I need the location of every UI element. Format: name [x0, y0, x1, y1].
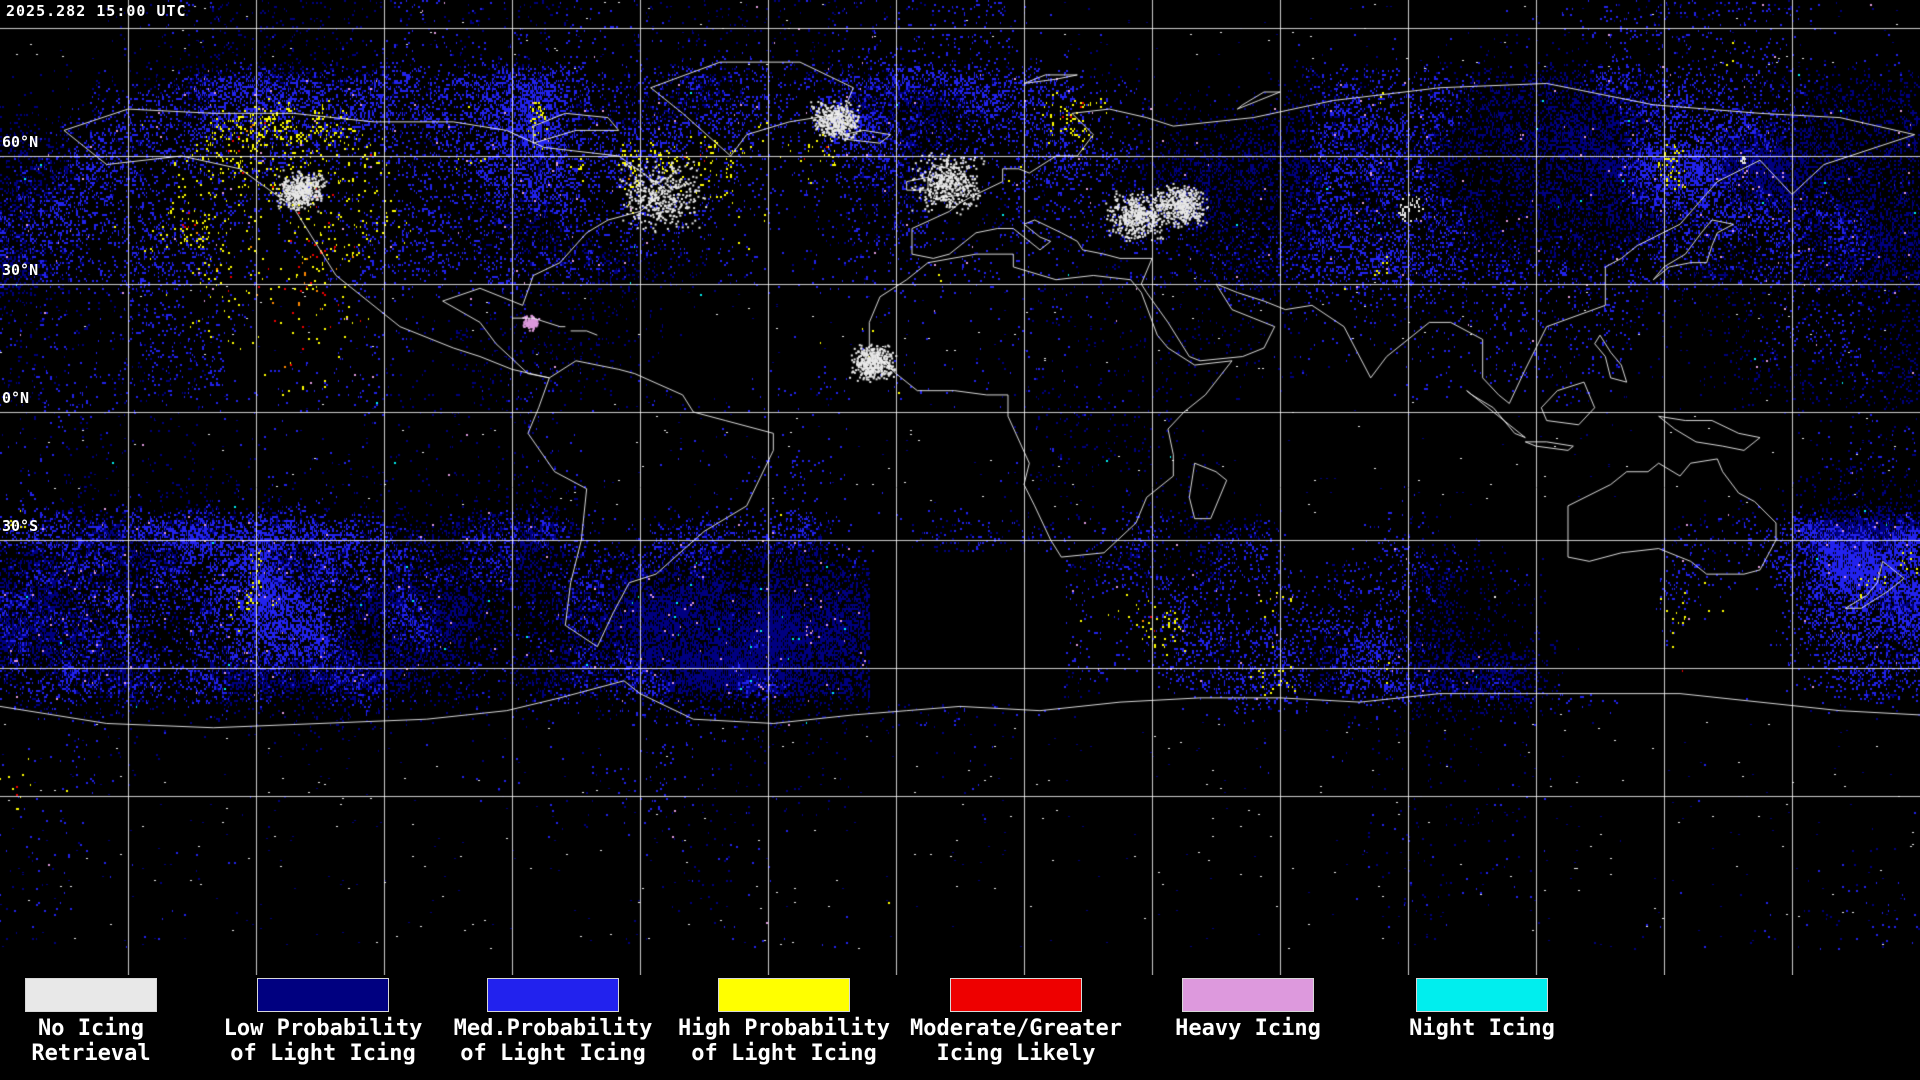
legend-swatch-med-probability: [487, 978, 619, 1012]
legend-item-night-icing: Night Icing: [1366, 975, 1598, 1041]
legend-item-moderate-greater: Moderate/Greater Icing Likely: [900, 975, 1132, 1066]
lat-label-30s: 30°S: [2, 517, 39, 535]
legend-item-high-probability: High Probability of Light Icing: [668, 975, 900, 1066]
legend-label-line2: of Light Icing: [460, 1041, 646, 1066]
legend-label-line1: Heavy Icing: [1175, 1016, 1321, 1041]
legend-label-line1: No Icing: [38, 1016, 144, 1041]
legend-label-line1: Night Icing: [1409, 1016, 1555, 1041]
legend-swatch-night-icing: [1416, 978, 1548, 1012]
legend-label: No Icing Retrieval: [0, 1016, 207, 1066]
world-icing-map-canvas: [0, 0, 1920, 975]
legend-label: Night Icing: [1366, 1016, 1598, 1041]
legend-label-line2: of Light Icing: [230, 1041, 416, 1066]
legend-item-no-icing-retrieval: No Icing Retrieval: [0, 975, 207, 1066]
lat-label-0n: 0°N: [2, 389, 30, 407]
legend-swatch-low-probability: [257, 978, 389, 1012]
legend-label-line1: High Probability: [678, 1016, 890, 1041]
legend-label: High Probability of Light Icing: [668, 1016, 900, 1066]
legend-label-line2: Icing Likely: [936, 1041, 1096, 1066]
legend-swatch-moderate-greater: [950, 978, 1082, 1012]
legend-label-line1: Low Probability: [223, 1016, 423, 1041]
legend-label-line1: Med.Probability: [453, 1016, 653, 1041]
legend-label: Med.Probability of Light Icing: [437, 1016, 669, 1066]
legend-label: Low Probability of Light Icing: [207, 1016, 439, 1066]
legend-label-line2: Retrieval: [31, 1041, 151, 1066]
legend-label-line2: of Light Icing: [691, 1041, 877, 1066]
legend-swatch-high-probability: [718, 978, 850, 1012]
legend-swatch-heavy-icing: [1182, 978, 1314, 1012]
legend-item-low-probability: Low Probability of Light Icing: [207, 975, 439, 1066]
timestamp: 2025.282 15:00 UTC: [6, 2, 187, 20]
lat-label-30n: 30°N: [2, 261, 39, 279]
legend-label: Heavy Icing: [1132, 1016, 1364, 1041]
lat-label-60n: 60°N: [2, 133, 39, 151]
legend: No Icing Retrieval Low Probability of Li…: [0, 975, 1920, 1080]
legend-item-med-probability: Med.Probability of Light Icing: [437, 975, 669, 1066]
legend-label: Moderate/Greater Icing Likely: [900, 1016, 1132, 1066]
legend-label-line1: Moderate/Greater: [910, 1016, 1122, 1041]
legend-item-heavy-icing: Heavy Icing: [1132, 975, 1364, 1041]
legend-swatch-no-icing: [25, 978, 157, 1012]
